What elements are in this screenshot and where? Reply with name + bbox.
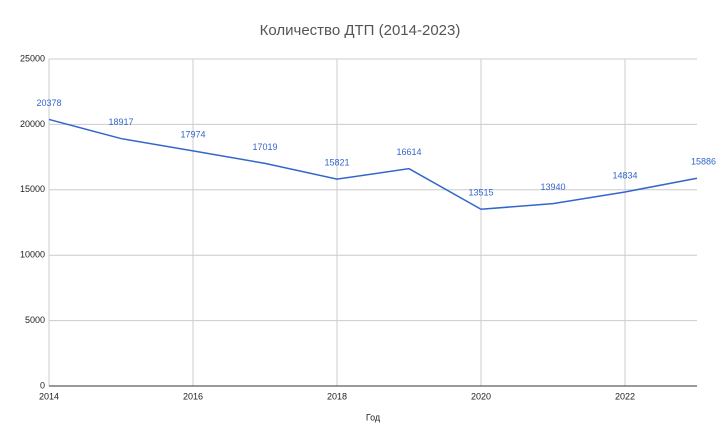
y-tick-label: 15000 (20, 184, 45, 194)
y-tick-label: 0 (40, 380, 45, 390)
x-tick-label: 2016 (183, 391, 203, 401)
data-label: 13940 (540, 182, 565, 192)
data-label: 20378 (36, 98, 61, 108)
x-tick-label: 2022 (615, 391, 635, 401)
y-tick-label: 20000 (20, 119, 45, 129)
x-tick-label: 2020 (471, 391, 491, 401)
data-label: 18917 (108, 117, 133, 127)
y-tick-label: 25000 (20, 53, 45, 63)
data-label: 16614 (396, 147, 421, 157)
x-axis-label: Год (366, 412, 381, 422)
data-label: 15886 (691, 157, 716, 167)
y-tick-label: 5000 (25, 315, 45, 325)
data-line (48, 118, 698, 210)
data-label: 17019 (252, 142, 277, 152)
x-tick-label: 2014 (39, 391, 59, 401)
y-tick-label: 10000 (20, 250, 45, 260)
data-label: 17974 (180, 129, 205, 139)
data-label: 14834 (612, 170, 637, 180)
chart-title: Количество ДТП (2014-2023) (260, 22, 461, 39)
data-label: 13515 (468, 188, 493, 198)
data-label: 15821 (324, 157, 349, 167)
x-tick-label: 2018 (327, 391, 347, 401)
